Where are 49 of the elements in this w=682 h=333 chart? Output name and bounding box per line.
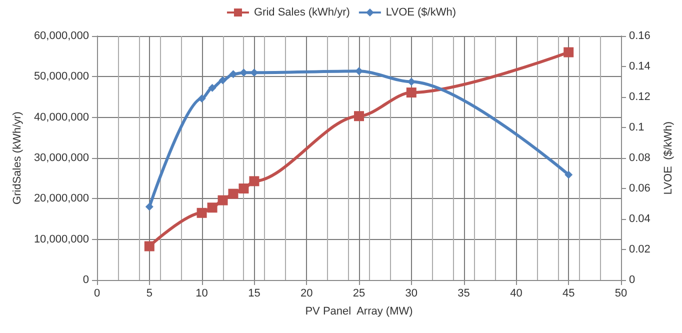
y2-tick-label: 0.14 [629,60,650,72]
point [355,67,363,76]
x-tick-label: 40 [510,288,522,300]
point [354,111,364,122]
point [249,176,260,186]
x-tick-label: 20 [300,288,313,300]
point [228,188,238,199]
y2-tick-label: 0 [629,274,636,286]
x-tick-label: 30 [405,288,418,300]
point [218,195,228,206]
y2-tick-label: 0.06 [629,182,650,194]
point [196,208,207,218]
x-tick-label: 10 [196,288,208,300]
point [145,202,154,211]
point [229,70,238,78]
y2-tick-label: 0.16 [629,30,650,42]
legend-label: Grid Sales (kWh/yr) [254,6,350,18]
point [218,76,227,84]
y2-tick-label: 0.12 [629,91,650,103]
point [564,47,574,58]
legend-label: LVOE ($/kWh) [386,6,456,18]
y-tick-label: 0 [82,274,89,286]
y-tick-label: 20,000,000 [34,192,89,205]
y-tick-label: 30,000,000 [34,152,89,164]
point [207,202,218,213]
y-tick-label: 40,000,000 [34,111,89,124]
y-tick-label: 10,000,000 [34,233,89,246]
point [144,241,154,252]
point [238,184,249,194]
x-tick-label: 0 [94,288,100,300]
point [406,88,416,98]
y2-axis-title: LVOE ($/kWh) [662,121,674,195]
x-tick-label: 35 [458,288,470,300]
y-tick-label: 60,000,000 [34,30,89,42]
x-tick-label: 50 [614,288,628,300]
y2-tick-label: 0.08 [629,152,650,164]
point [208,84,216,92]
x-tick-label: 45 [562,288,575,300]
x-tick-label: 5 [146,288,152,300]
x-tick-label: 15 [248,288,260,300]
y2-tick-label: 0.02 [629,244,650,256]
y-axis-title: GridSales (kWh/yr) [12,112,24,204]
x-axis-title: PV Panel Array (MW) [305,306,413,318]
y2-tick-label: 0.1 [629,122,644,134]
x-tick-label: 25 [352,288,366,300]
point [564,170,573,179]
y2-tick-label: 0.04 [629,213,650,225]
point [198,94,206,103]
y-tick-label: 50,000,000 [34,70,89,83]
